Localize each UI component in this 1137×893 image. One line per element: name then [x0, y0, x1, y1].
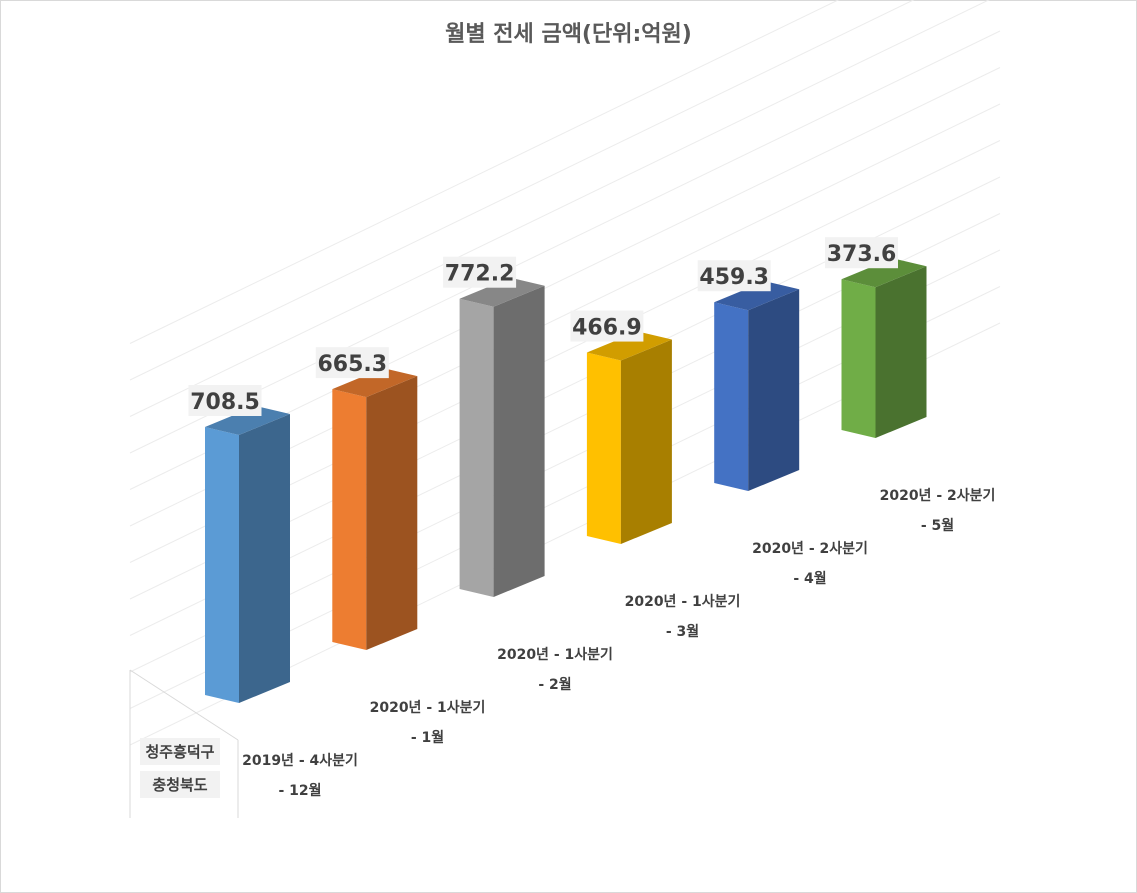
bar	[714, 281, 800, 491]
value-label: 708.5	[190, 390, 260, 415]
value-label: 665.3	[318, 352, 388, 377]
value-label-bg	[697, 260, 771, 292]
labels: 708.5 2019년 - 4사분기 - 12월 665.3 2020년 - 1사분기 -…	[140, 237, 995, 799]
bar-side	[748, 289, 800, 491]
bar-top	[714, 281, 800, 311]
bar-front	[459, 298, 494, 597]
value-label-bg	[825, 237, 898, 269]
value-label-bg	[443, 256, 517, 288]
row-label-bg	[140, 771, 220, 798]
category-sublabel: - 5월	[921, 517, 954, 534]
row-label: 충청북도	[152, 776, 207, 794]
bar-top	[205, 406, 290, 435]
bar-side	[239, 414, 290, 703]
bar-side	[875, 266, 927, 438]
bar	[586, 331, 672, 544]
category-axis	[129, 669, 239, 818]
row-label: 청주흥덕구	[145, 743, 214, 761]
bar-front	[586, 352, 621, 544]
gridline	[129, 0, 990, 417]
bar-top	[841, 258, 927, 288]
bar	[205, 406, 290, 703]
value-label: 459.3	[699, 265, 769, 290]
category-label: 2020년 - 1사분기	[625, 594, 741, 610]
chart-title: 월별 전세 금액(단위:억원)	[445, 22, 692, 47]
category-label: 2020년 - 1사분기	[497, 647, 613, 663]
bar-side	[366, 376, 418, 650]
category-label: 2020년 - 2사분기	[880, 488, 996, 504]
bar	[841, 258, 927, 438]
category-label: 2020년 - 1사분기	[370, 700, 486, 716]
category-label: 2020년 - 2사분기	[752, 541, 868, 557]
bar-top	[332, 368, 418, 398]
category-sublabel: - 3월	[666, 623, 699, 640]
bar-top	[586, 331, 672, 361]
value-label-bg	[315, 347, 389, 379]
value-label: 772.2	[445, 262, 515, 287]
value-label: 373.6	[827, 242, 897, 267]
bar-side	[493, 285, 545, 597]
bars	[205, 258, 927, 703]
category-sublabel: - 1월	[411, 729, 444, 746]
value-label-bg	[188, 385, 262, 416]
row-label-bg	[140, 738, 220, 765]
value-label: 466.9	[572, 316, 642, 341]
category-label: 2019년 - 4사분기	[242, 753, 358, 769]
bar-front	[332, 389, 367, 650]
bar-front	[841, 279, 876, 438]
gridline	[129, 0, 840, 344]
bar-front	[714, 302, 749, 491]
bar-front	[205, 427, 239, 703]
category-sublabel: - 4월	[793, 570, 826, 587]
bar	[459, 277, 545, 597]
bar	[332, 368, 418, 650]
bar-top	[459, 277, 545, 307]
bar-side	[620, 339, 672, 544]
gridline	[129, 0, 915, 381]
value-label-bg	[570, 310, 644, 342]
category-sublabel: - 2월	[538, 676, 571, 693]
category-sublabel: - 12월	[278, 782, 321, 799]
gridline	[129, 30, 1001, 454]
floor-edge	[129, 669, 239, 741]
